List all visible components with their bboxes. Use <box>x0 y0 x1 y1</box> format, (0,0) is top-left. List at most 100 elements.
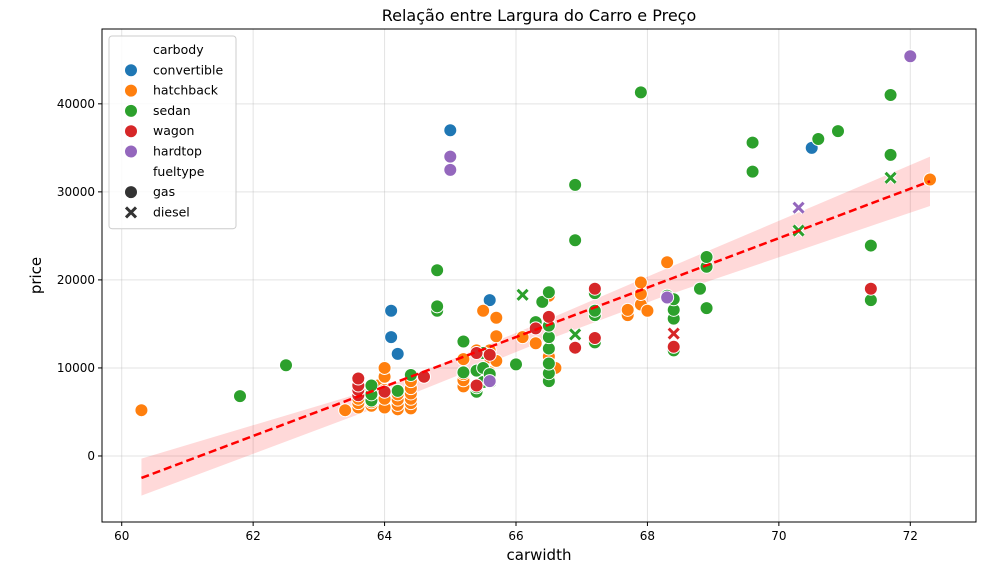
regression-line-path <box>140 180 931 480</box>
point-hardtop-gas <box>660 290 675 305</box>
point-hardtop-diesel <box>791 200 806 215</box>
legend-marker-wagon <box>124 124 138 139</box>
point-sedan-gas <box>693 281 707 296</box>
point-hatchback-gas <box>923 172 937 187</box>
legend-box <box>108 35 237 230</box>
point-sedan-gas <box>541 356 556 371</box>
legend: carbody convertible hatchback sedan wagon har… <box>108 35 237 230</box>
grid <box>102 29 976 522</box>
point-hatchback-gas <box>640 303 655 318</box>
point-sedan-gas <box>568 233 583 248</box>
point-sedan-gas <box>279 358 293 373</box>
point-sedan-gas <box>541 285 556 300</box>
point-wagon-gas <box>568 340 583 355</box>
y-tick-label: 20000 <box>57 273 95 287</box>
y-tick-label: 40000 <box>57 97 95 111</box>
point-hatchback-gas <box>489 310 504 325</box>
x-axis-ticks: 60 62 64 66 68 70 72 <box>114 522 918 543</box>
legend-label-convertible: convertible <box>153 62 223 77</box>
point-hatchback-gas <box>660 255 675 270</box>
legend-marker-sedan <box>124 103 138 118</box>
legend-marker-convertible <box>124 63 138 78</box>
x-axis-label: carwidth <box>507 546 572 564</box>
point-sedan-gas <box>456 365 471 380</box>
point-hatchback-gas <box>528 336 543 351</box>
point-sedan-diesel <box>515 288 530 302</box>
point-sedan-gas <box>430 299 445 314</box>
legend-title-carbody: carbody <box>153 42 204 57</box>
point-sedan-diesel <box>883 171 898 185</box>
legend-label-hatchback: hatchback <box>153 83 219 98</box>
x-tick-label: 70 <box>771 529 786 543</box>
x-tick-label: 64 <box>377 529 392 543</box>
point-hatchback-gas <box>338 403 353 418</box>
point-sedan-gas <box>883 88 898 103</box>
point-sedan-gas <box>509 357 523 372</box>
point-wagon-gas <box>469 378 484 393</box>
point-sedan-gas <box>745 135 760 150</box>
point-wagon-gas <box>587 281 602 296</box>
point-sedan-gas <box>390 383 405 398</box>
point-sedan-gas <box>456 334 471 349</box>
legend-label-hardtop: hardtop <box>153 144 202 159</box>
point-wagon-gas <box>587 331 602 346</box>
point-convertible-gas <box>390 346 405 361</box>
x-tick-label: 62 <box>246 529 261 543</box>
point-hatchback-gas <box>489 329 504 344</box>
plot-frame <box>101 28 977 523</box>
point-hatchback-gas <box>620 302 635 317</box>
point-sedan-gas <box>831 124 845 139</box>
point-hardtop-gas <box>443 149 458 164</box>
y-axis-ticks: 0 10000 20000 30000 40000 <box>57 97 102 463</box>
point-wagon-diesel <box>666 326 681 341</box>
point-sedan-gas <box>535 294 550 309</box>
y-tick-label: 30000 <box>57 185 95 199</box>
point-sedan-gas <box>568 177 583 192</box>
point-sedan-gas <box>633 85 648 100</box>
point-hatchback-gas <box>134 403 149 418</box>
legend-label-gas: gas <box>153 184 175 199</box>
point-wagon-gas <box>666 339 681 354</box>
point-convertible-gas <box>384 303 399 318</box>
point-sedan-gas <box>699 301 714 316</box>
point-hatchback-gas <box>633 275 648 290</box>
point-sedan-gas <box>364 378 379 393</box>
legend-marker-hatchback <box>124 83 138 98</box>
point-wagon-gas <box>863 281 878 296</box>
x-tick-label: 68 <box>640 529 655 543</box>
point-convertible-gas <box>482 293 497 308</box>
legend-label-wagon: wagon <box>153 123 194 138</box>
x-tick-label: 72 <box>903 529 918 543</box>
point-sedan-gas <box>811 132 826 147</box>
legend-marker-diesel <box>124 205 138 220</box>
point-hatchback-gas <box>476 303 491 318</box>
point-sedan-gas <box>233 389 247 404</box>
point-wagon-gas <box>351 371 366 386</box>
legend-marker-gas <box>124 185 138 200</box>
point-hatchback-gas <box>377 360 392 375</box>
point-wagon-gas <box>482 347 497 362</box>
y-axis-label: price <box>27 257 45 294</box>
x-tick-label: 66 <box>508 529 523 543</box>
point-sedan-gas <box>699 250 714 265</box>
point-hardtop-gas <box>903 49 918 64</box>
point-wagon-gas <box>541 309 556 324</box>
point-sedan-gas <box>883 147 898 162</box>
point-wagon-gas <box>417 369 431 384</box>
chart-title: Relação entre Largura do Carro e Preço <box>382 6 697 25</box>
regression-line <box>140 180 931 480</box>
point-sedan-gas <box>863 238 878 253</box>
y-tick-label: 0 <box>87 449 95 463</box>
point-convertible-gas <box>384 330 399 345</box>
point-convertible-gas <box>443 123 458 138</box>
point-sedan-diesel <box>568 327 582 342</box>
y-tick-label: 10000 <box>57 361 95 375</box>
point-hardtop-gas <box>482 374 497 389</box>
legend-marker-hardtop <box>124 144 138 159</box>
legend-label-diesel: diesel <box>153 204 190 219</box>
point-sedan-gas <box>745 164 760 179</box>
legend-label-sedan: sedan <box>153 103 191 118</box>
legend-title-fueltype: fueltype <box>153 164 205 179</box>
x-tick-label: 60 <box>114 529 129 543</box>
